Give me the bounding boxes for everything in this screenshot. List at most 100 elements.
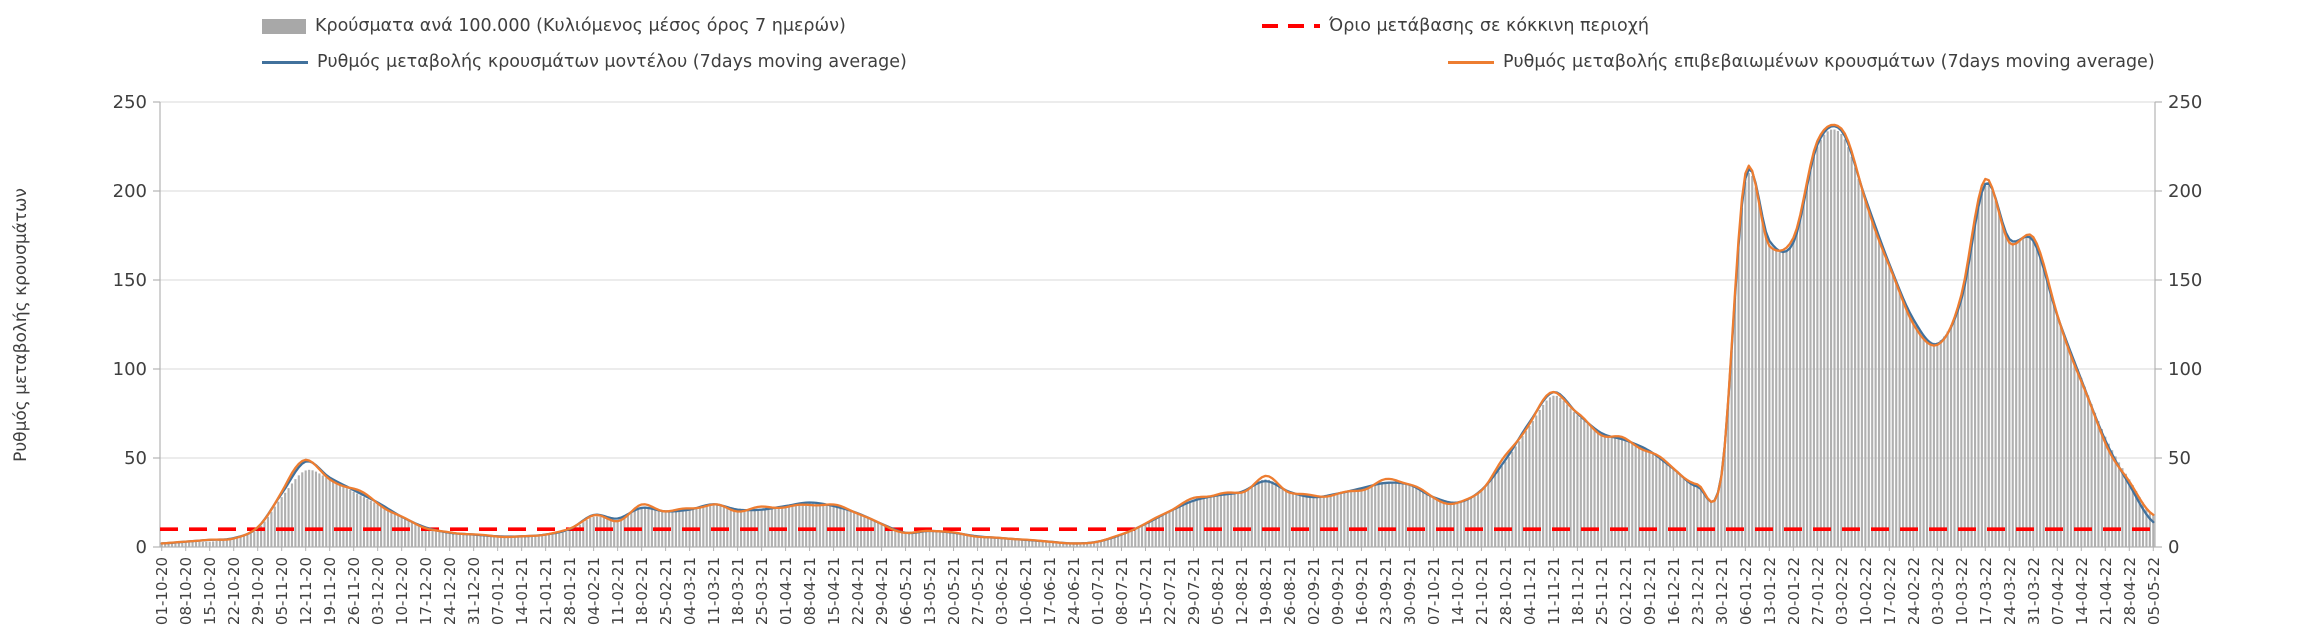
bar [201,541,204,547]
bar [486,535,489,547]
bar [1518,441,1521,547]
bar [1686,480,1689,547]
bar [969,535,972,547]
x-tick-label: 05-11-20 [273,557,291,625]
bar [503,536,506,547]
bar [1655,455,1658,547]
bar [1288,491,1291,547]
bar [472,534,475,547]
y-tick-label-right: 100 [2168,359,2202,380]
bar [1422,491,1425,547]
bar [1086,542,1089,547]
bar [914,532,917,547]
bar [616,520,619,547]
bar [1209,496,1212,547]
bar [225,539,228,547]
bar [1021,539,1024,547]
bar [887,526,890,547]
bar [1689,483,1692,547]
bar [784,506,787,547]
x-tick-label: 24-03-22 [2001,557,2019,625]
bar [1141,525,1144,547]
bar [1428,495,1432,547]
bar [1761,221,1764,547]
bar [1305,496,1308,547]
bar [318,473,321,547]
bar [1230,493,1233,547]
bar [678,510,681,547]
bar [1795,231,1798,547]
bar [1034,540,1037,547]
x-tick-label: 10-06-21 [1017,557,1035,625]
bar [1740,207,1744,547]
bar [1816,146,1819,547]
bar [1850,156,1853,548]
bar [1991,190,1994,547]
bar [1038,540,1041,547]
bar [712,504,715,547]
bar [558,533,561,547]
bar [1213,496,1216,547]
bar [1370,485,1373,547]
bar [1360,488,1363,547]
bar [846,509,849,547]
bar [1432,497,1435,547]
bar [1027,540,1031,547]
bar [1377,483,1380,547]
bar [2056,315,2059,547]
bar [1754,187,1757,547]
bar [1867,209,1870,548]
bar [705,505,708,547]
bar [308,469,311,547]
bar [955,533,959,547]
x-tick-label: 07-01-21 [489,557,507,625]
bar [249,533,252,547]
bar [952,532,955,547]
bar [530,535,533,547]
bar [441,531,444,547]
bar [1507,456,1510,547]
x-tick-label: 08-10-20 [177,557,195,625]
confirmed-rate-line [160,123,2155,545]
bar [493,536,496,547]
legend-label-cases: Κρούσματα ανά 100.000 (Κυλιόμενος μέσος … [315,16,846,36]
bar [2104,436,2107,547]
bar [1614,437,1617,547]
bar [1648,450,1651,547]
bar [417,524,420,547]
bar [578,524,581,547]
bar [1332,494,1336,547]
bar [239,536,242,547]
bar [1823,134,1826,547]
x-tick-label: 12-11-20 [297,557,315,625]
x-tick-label: 07-10-21 [1425,557,1443,625]
bar [1559,397,1562,547]
x-tick-label: 21-04-22 [2097,557,2115,625]
bar [496,536,499,547]
bar [273,506,276,547]
x-tick-label: 01-10-20 [153,557,171,625]
bar [212,541,215,547]
bar [1703,493,1706,547]
bar [1891,274,1894,547]
y-tick-label: 100 [113,359,147,380]
bar [164,543,167,547]
bar [208,541,211,547]
bar [619,519,623,547]
x-tick-label: 20-05-21 [945,557,963,625]
bar [1202,497,1205,547]
bar [366,498,369,547]
bar [1452,502,1456,547]
bar [561,532,564,547]
bar [602,517,605,547]
bar [811,502,815,547]
bar [1137,527,1140,547]
bar [335,482,338,547]
bar [2073,360,2076,547]
bar [1617,438,1620,547]
bar [1236,492,1240,547]
bar [414,523,417,547]
x-tick-label: 22-04-21 [849,557,867,625]
bar [1367,486,1370,547]
bar [2131,485,2134,547]
